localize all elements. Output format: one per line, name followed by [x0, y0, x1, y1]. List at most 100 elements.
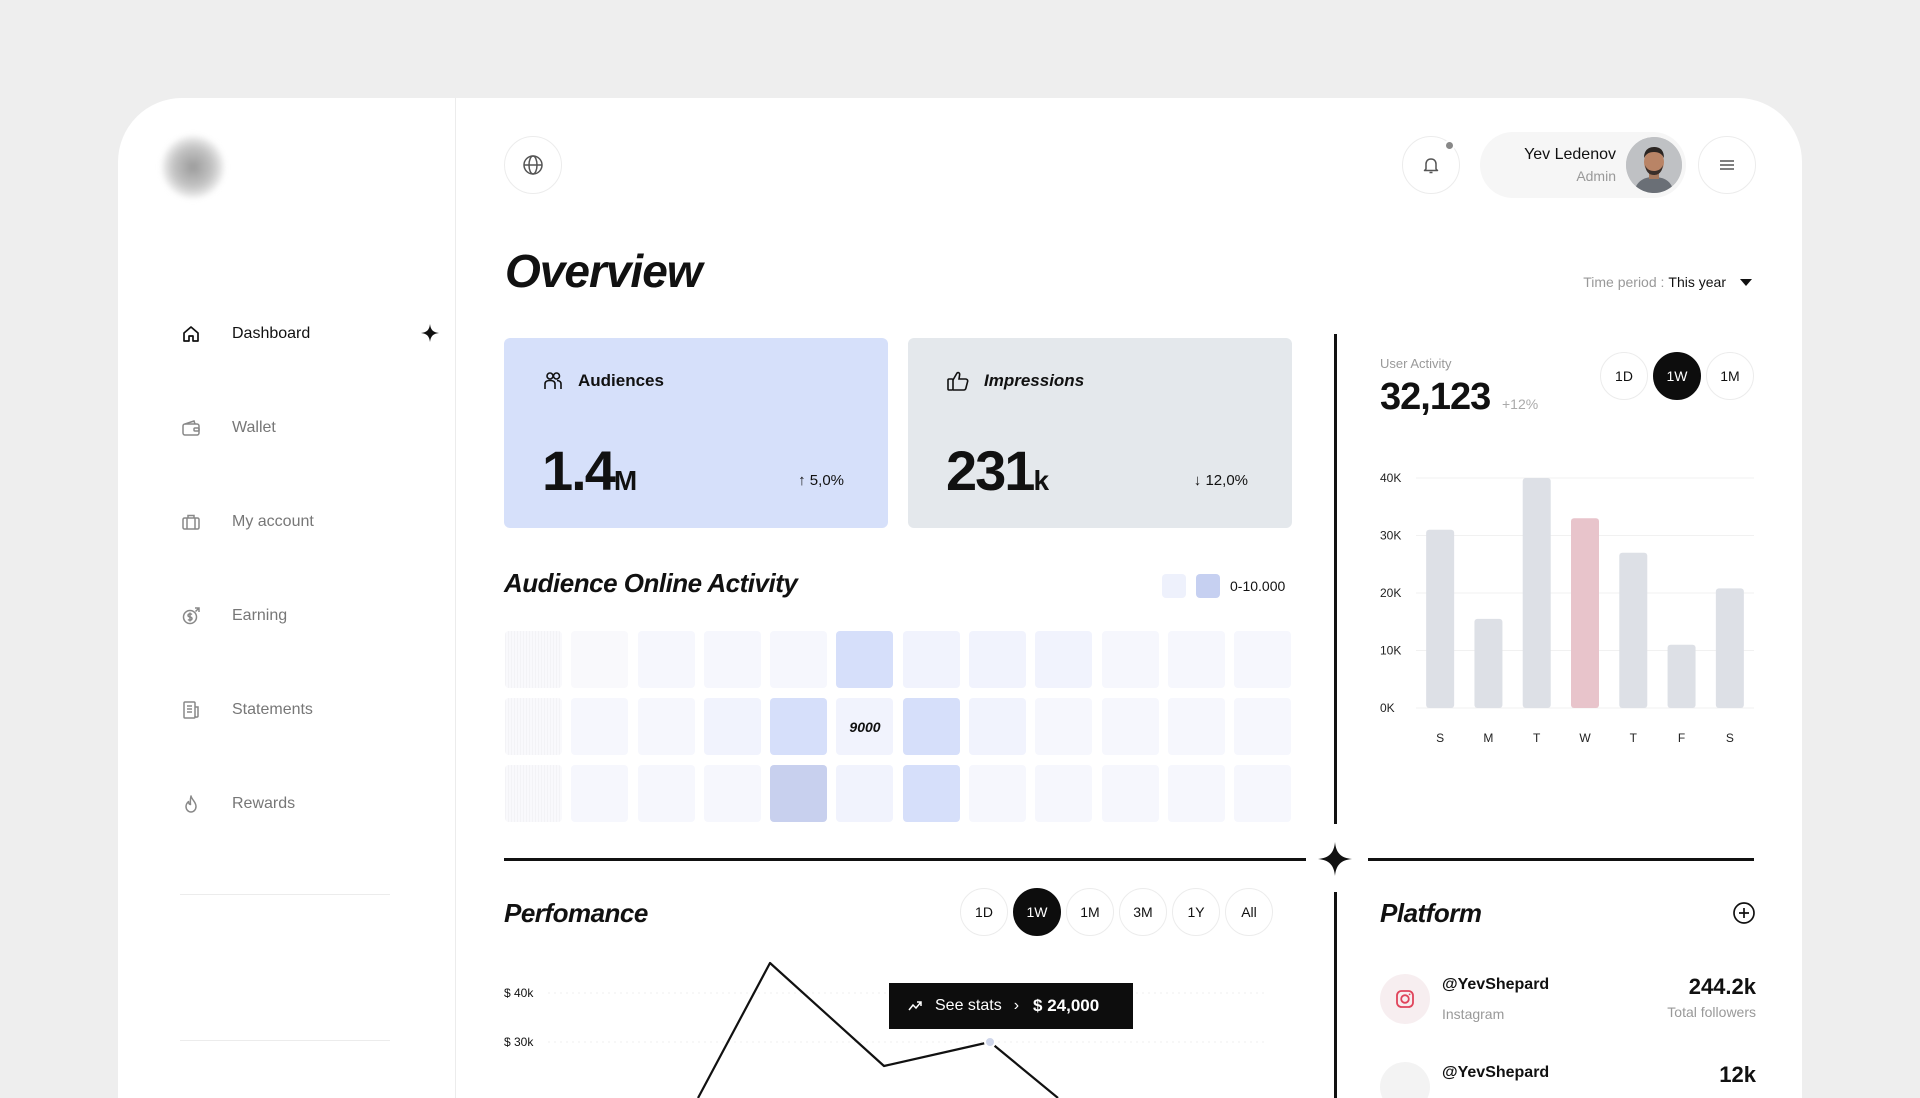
heatmap-cell[interactable] [1035, 765, 1093, 822]
bar[interactable] [1426, 529, 1455, 708]
perf-range-1m-button[interactable]: 1M [1066, 888, 1114, 936]
heatmap-cell[interactable] [571, 631, 629, 688]
bar[interactable] [1667, 644, 1696, 708]
heatmap-cell[interactable] [571, 698, 629, 755]
perf-range-1w-button[interactable]: 1W [1013, 888, 1061, 936]
audiences-label: Audiences [578, 371, 664, 390]
heatmap-cell[interactable] [571, 765, 629, 822]
performance-point[interactable] [984, 1036, 996, 1048]
sidebar-item-my-account[interactable]: My account [180, 502, 440, 542]
heatmap-cell[interactable] [505, 698, 562, 755]
range-1m-button[interactable]: 1M [1706, 352, 1754, 400]
activity-heatmap: 9000 [505, 631, 1292, 822]
perf-range-3m-button[interactable]: 3M [1119, 888, 1167, 936]
document-icon [180, 699, 202, 721]
coin-icon [180, 605, 202, 627]
instagram-icon [1380, 974, 1430, 1024]
bar[interactable] [1571, 518, 1599, 708]
x-tick-label: F [1678, 731, 1685, 745]
sidebar-divider [180, 894, 390, 895]
heatmap-cell[interactable] [1101, 765, 1159, 822]
heatmap-cell[interactable] [1167, 698, 1225, 755]
bar[interactable] [1715, 588, 1744, 708]
heatmap-cell[interactable] [637, 631, 695, 688]
audiences-delta: ↑ 5,0% [798, 472, 844, 489]
bar[interactable] [1619, 552, 1648, 708]
user-activity-change: +12% [1502, 396, 1539, 412]
heatmap-cell[interactable] [770, 765, 828, 822]
bar[interactable] [1522, 478, 1551, 708]
time-period-value: This year [1668, 274, 1726, 290]
heatmap-cell[interactable] [703, 631, 761, 688]
flame-icon [180, 793, 202, 815]
heatmap-cell[interactable] [1101, 631, 1159, 688]
heatmap-cell[interactable] [902, 698, 960, 755]
sidebar-item-statements[interactable]: Statements [180, 690, 440, 730]
heatmap-cell[interactable] [902, 631, 960, 688]
platform-followers-caption: Total followers [1667, 1004, 1756, 1020]
home-icon [180, 323, 202, 345]
heatmap-cell[interactable] [770, 631, 828, 688]
sidebar-item-label: Dashboard [232, 325, 311, 342]
heatmap-cell[interactable] [1035, 631, 1093, 688]
notifications-button[interactable] [1402, 136, 1460, 194]
heatmap-cell[interactable] [902, 765, 960, 822]
range-1d-button[interactable]: 1D [1600, 352, 1648, 400]
heatmap-cell[interactable] [1234, 698, 1292, 755]
heatmap-cell[interactable] [836, 765, 894, 822]
sidebar-item-dashboard[interactable]: Dashboard [180, 314, 440, 354]
sidebar-item-earning[interactable]: Earning [180, 596, 440, 636]
platform-row[interactable]: @YevShepard Instagram 244.2k Total follo… [1380, 974, 1756, 1034]
language-button[interactable] [504, 136, 562, 194]
hamburger-icon [1720, 160, 1734, 170]
heatmap-cell[interactable] [1167, 631, 1225, 688]
perf-range-all-button[interactable]: All [1225, 888, 1273, 936]
user-name: Yev Ledenov [1524, 146, 1616, 163]
heatmap-cell[interactable] [505, 765, 562, 822]
heatmap-cell[interactable] [770, 698, 828, 755]
heatmap-cell[interactable] [703, 698, 761, 755]
audiences-card[interactable]: Audiences 1.4M ↑ 5,0% [504, 338, 888, 528]
sidebar-item-rewards[interactable]: Rewards [180, 784, 440, 824]
add-platform-button[interactable] [1732, 901, 1756, 925]
sidebar-divider [180, 1040, 390, 1041]
impressions-label: Impressions [984, 371, 1085, 390]
see-stats-tooltip[interactable]: See stats › $ 24,000 [889, 983, 1133, 1029]
wallet-icon [180, 417, 202, 439]
heatmap-cell[interactable] [969, 631, 1027, 688]
heatmap-cell[interactable] [1167, 765, 1225, 822]
heatmap-cell[interactable] [1035, 698, 1093, 755]
horizontal-divider [1368, 858, 1754, 861]
platform-followers: 244.2k [1688, 974, 1756, 999]
x-tick-label: W [1579, 731, 1591, 745]
perf-range-1y-button[interactable]: 1Y [1172, 888, 1220, 936]
heatmap-cell[interactable] [1101, 698, 1159, 755]
heatmap-cell[interactable] [1234, 631, 1292, 688]
perf-range-1d-button[interactable]: 1D [960, 888, 1008, 936]
bar[interactable] [1474, 618, 1503, 708]
heatmap-cell[interactable]: 9000 [836, 698, 894, 755]
platform-row[interactable]: @YevShepard 12k [1380, 1062, 1756, 1098]
menu-button[interactable] [1698, 136, 1756, 194]
sparkle-icon [421, 324, 439, 342]
heatmap-cell[interactable] [703, 765, 761, 822]
heatmap-cell[interactable] [969, 698, 1027, 755]
heatmap-cell[interactable] [637, 698, 695, 755]
x-tick-label: S [1436, 731, 1444, 745]
impressions-card[interactable]: Impressions 231k ↓ 12,0% [908, 338, 1292, 528]
legend-range: 0-10.000 [1230, 578, 1286, 594]
time-period-select[interactable]: Time period : This year [1583, 274, 1752, 290]
heatmap-cell[interactable] [637, 765, 695, 822]
horizontal-divider [504, 858, 1306, 861]
heatmap-cell[interactable] [836, 631, 894, 688]
sidebar-item-wallet[interactable]: Wallet [180, 408, 440, 448]
perf-y-tick: $ 30k [504, 1035, 534, 1049]
y-tick-label: 0K [1380, 701, 1395, 715]
range-1w-button[interactable]: 1W [1653, 352, 1701, 400]
heatmap-cell[interactable] [969, 765, 1027, 822]
heatmap-cell[interactable] [1234, 765, 1292, 822]
sparkle-icon [1318, 842, 1352, 876]
y-tick-label: 10K [1380, 644, 1401, 658]
user-profile[interactable]: Yev Ledenov Admin [1480, 132, 1686, 198]
heatmap-cell[interactable] [505, 631, 562, 688]
